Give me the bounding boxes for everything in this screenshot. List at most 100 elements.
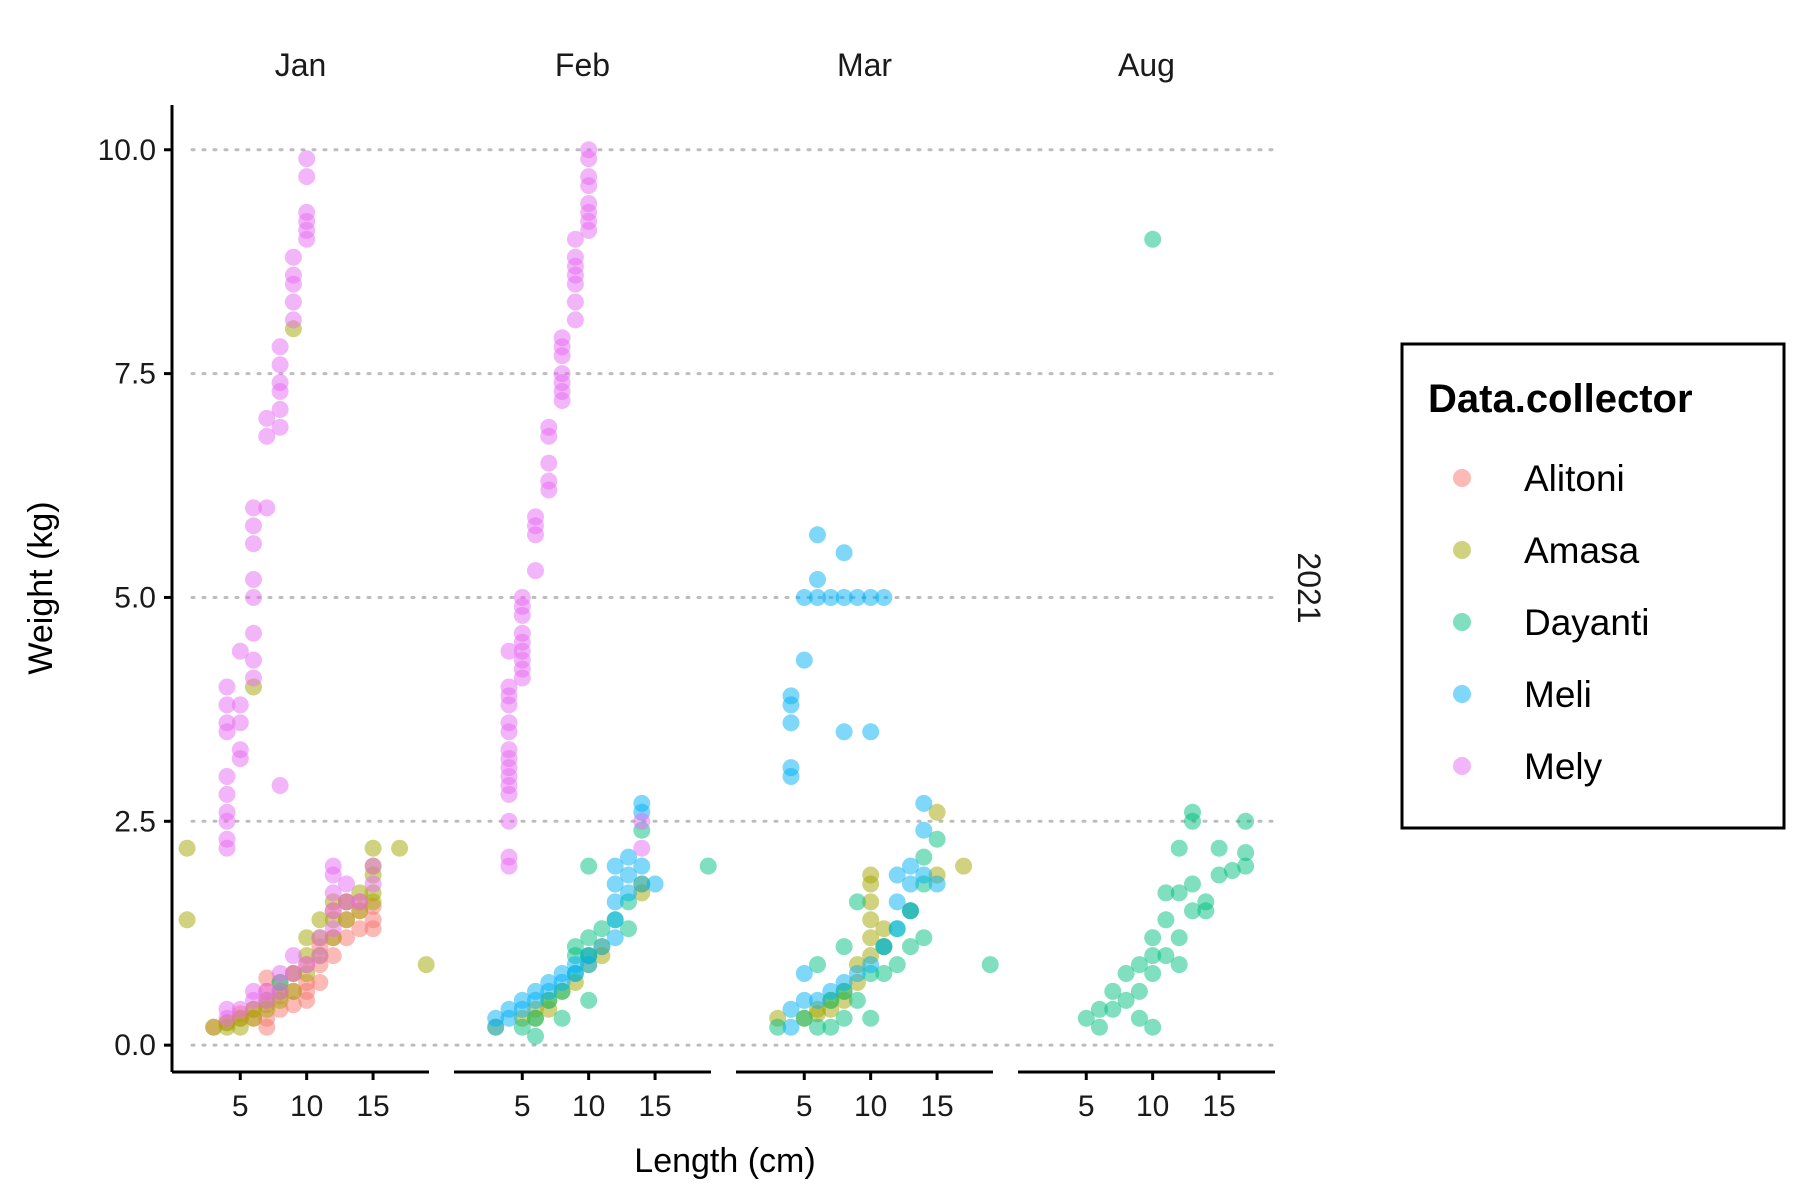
point-dayanti-aug — [1197, 893, 1215, 911]
point-dayanti-aug — [1170, 929, 1188, 947]
point-meli-mar — [915, 866, 933, 884]
point-meli-feb — [553, 965, 571, 982]
point-mely-jan — [245, 517, 262, 535]
point-dayanti-mar — [835, 1009, 853, 1027]
legend-entries: Alitoni Amasa Dayanti Meli Mely — [1453, 458, 1649, 787]
point-meli-feb — [606, 929, 624, 947]
point-meli-mar — [782, 714, 800, 732]
point-mely-jan — [218, 768, 236, 785]
point-amasa-jan — [284, 982, 302, 1000]
point-meli-feb — [593, 938, 611, 956]
point-mely-jan — [324, 920, 342, 938]
point-meli-feb — [633, 857, 651, 875]
point-dayanti-aug — [1184, 875, 1201, 893]
point-dayanti-mar — [862, 1009, 880, 1027]
point-dayanti-feb — [620, 920, 637, 938]
point-mely-jan — [231, 696, 249, 714]
legend-box — [1400, 342, 1786, 830]
point-dayanti-feb — [580, 991, 598, 1009]
point-mely-jan — [338, 893, 355, 911]
point-mely-jan — [298, 168, 316, 186]
point-meli-mar — [902, 875, 919, 893]
point-dayanti-aug — [1223, 862, 1241, 879]
point-meli-mar — [902, 902, 919, 920]
point-mely-feb — [540, 454, 558, 472]
point-mely-feb — [633, 839, 651, 857]
point-alitoni-jan — [258, 969, 276, 987]
point-mely-feb — [500, 642, 518, 660]
point-mely-jan — [245, 499, 262, 517]
point-mely-jan — [245, 589, 262, 606]
point-mely-jan — [271, 338, 289, 356]
point-mely-feb — [500, 678, 518, 696]
x-tick-label: 5 — [514, 1090, 531, 1123]
y-tick-label: 7.5 — [114, 358, 156, 391]
y-tick-label: 2.5 — [114, 805, 156, 838]
point-dayanti-mar — [795, 1009, 813, 1027]
point-amasa-jan — [417, 956, 435, 974]
point-mely-jan — [245, 571, 262, 588]
point-dayanti-feb — [527, 1009, 544, 1027]
point-dayanti-aug — [1091, 1018, 1108, 1036]
point-amasa-mar — [862, 929, 880, 947]
point-mely-jan — [218, 785, 236, 803]
point-mely-jan — [218, 714, 236, 732]
point-meli-mar — [848, 589, 866, 606]
point-dayanti-aug — [1130, 982, 1148, 1000]
point-dayanti-aug — [1144, 1018, 1162, 1036]
point-meli-mar — [822, 589, 840, 606]
point-mely-jan — [338, 875, 355, 893]
point-mely-feb — [633, 812, 651, 830]
point-dayanti-feb — [699, 857, 717, 875]
point-dayanti-mar — [809, 956, 826, 974]
point-meli-feb — [633, 875, 651, 893]
point-mely-feb — [580, 141, 598, 159]
point-mely-feb — [527, 508, 544, 526]
point-meli-mar — [928, 875, 946, 893]
point-dayanti-mar — [835, 938, 853, 956]
point-mely-jan — [218, 830, 236, 848]
axes: 0.0 2.5 5.0 7.5 10.0 5 10 15 5 10 15 5 10 15 5 10 15 — [98, 105, 1275, 1123]
point-mely-jan — [271, 356, 289, 374]
point-mely-jan — [271, 965, 289, 982]
point-meli-mar — [782, 687, 800, 705]
point-mely-jan — [284, 947, 302, 965]
point-meli-mar — [862, 956, 880, 974]
y-axis-title: Weight (kg) — [22, 501, 60, 674]
point-dayanti-mar — [915, 929, 933, 947]
point-dayanti-aug — [1210, 839, 1228, 857]
point-mely-jan — [298, 956, 316, 974]
facet-label-jan: Jan — [275, 47, 327, 83]
point-alitoni-jan — [311, 974, 329, 991]
point-mely-jan — [218, 678, 236, 696]
point-mely-jan — [284, 965, 302, 982]
legend-label-dayanti: Dayanti — [1524, 602, 1649, 643]
point-mely-jan — [258, 499, 276, 517]
point-mely-jan — [284, 248, 302, 266]
point-mely-jan — [245, 982, 262, 1000]
point-mely-jan — [298, 150, 316, 168]
legend-key-dayanti — [1453, 613, 1471, 631]
point-mely-feb — [500, 741, 518, 759]
point-dayanti-mar — [769, 1018, 787, 1036]
point-mely-jan — [245, 669, 262, 687]
point-mely-feb — [553, 365, 571, 383]
point-dayanti-aug — [1184, 902, 1201, 920]
point-meli-mar — [795, 589, 813, 606]
point-meli-feb — [513, 991, 531, 1009]
point-dayanti-aug — [1117, 965, 1135, 982]
point-dayanti-mar — [848, 893, 866, 911]
point-mely-jan — [284, 266, 302, 284]
point-meli-feb — [540, 974, 558, 991]
point-dayanti-aug — [1144, 947, 1162, 965]
point-meli-feb — [566, 956, 584, 974]
point-alitoni-jan — [284, 996, 302, 1014]
legend-key-mely — [1453, 757, 1471, 775]
point-dayanti-aug — [1184, 803, 1201, 821]
point-mely-jan — [298, 203, 316, 221]
point-dayanti-aug — [1117, 991, 1135, 1009]
x-tick-label: 15 — [1202, 1090, 1235, 1123]
x-tick-label: 15 — [356, 1090, 389, 1123]
facet-strip-labels: Jan Feb Mar Aug — [275, 47, 1175, 83]
point-dayanti-mar — [902, 938, 919, 956]
